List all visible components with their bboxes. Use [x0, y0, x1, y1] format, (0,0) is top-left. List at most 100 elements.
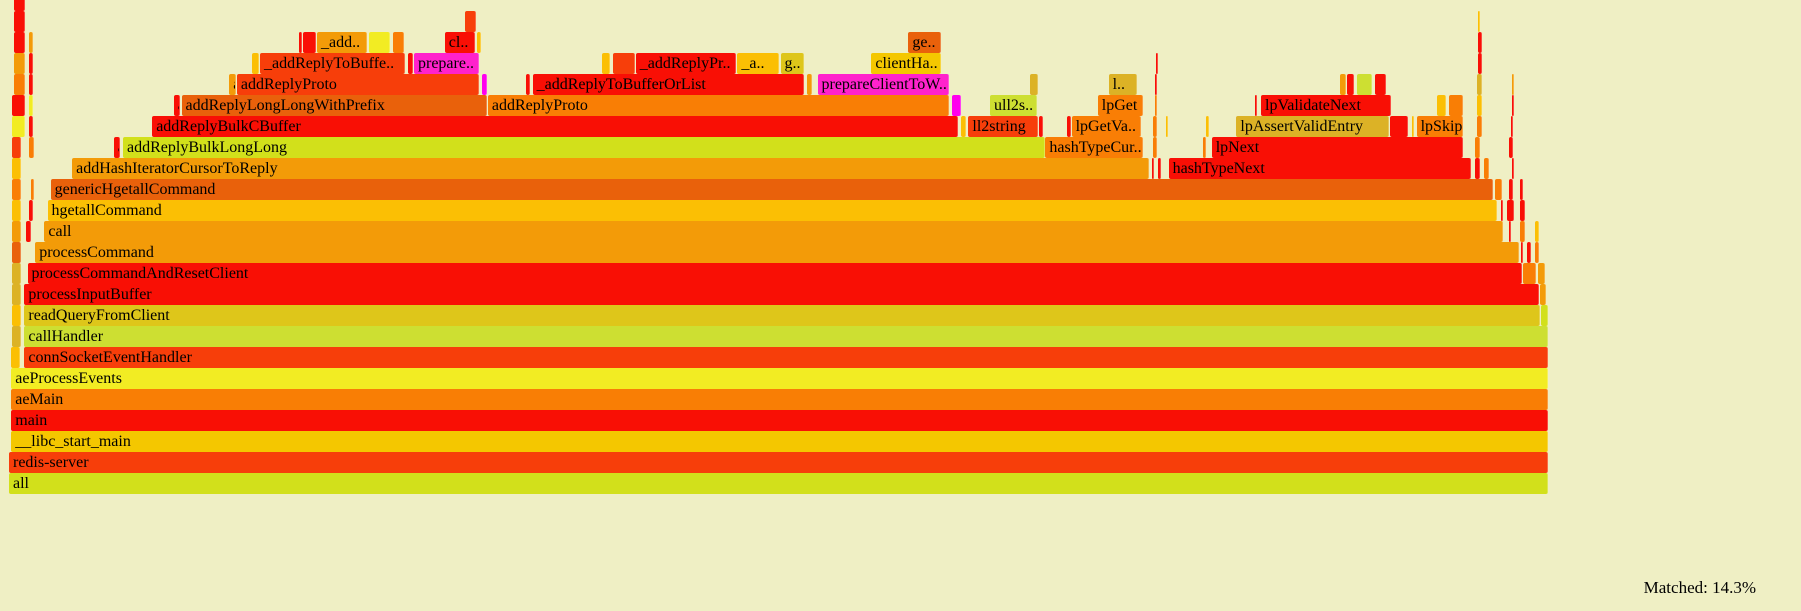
frame-unlabeled[interactable]	[1448, 95, 1464, 116]
frame-unlabeled[interactable]	[1476, 95, 1482, 116]
frame-cl[interactable]: cl..	[444, 32, 475, 53]
frame-addreplylonglongwithprefix[interactable]: addReplyLongLongWithPrefix	[173, 95, 181, 116]
frame-unlabeled[interactable]	[29, 32, 33, 53]
frame-unlabeled[interactable]	[477, 32, 481, 53]
frame-unlabeled[interactable]	[392, 32, 404, 53]
frame-unlabeled[interactable]	[13, 74, 25, 95]
frame-unlabeled[interactable]	[1501, 200, 1504, 221]
frame-unlabeled[interactable]	[407, 53, 414, 74]
frame-unlabeled[interactable]	[1156, 53, 1159, 74]
frame-hashtypecur[interactable]: hashTypeCur..	[1045, 137, 1143, 158]
frame-unlabeled[interactable]	[1039, 116, 1043, 137]
frame-unlabeled[interactable]	[12, 263, 22, 284]
frame-unlabeled[interactable]	[1478, 11, 1481, 32]
frame-unlabeled[interactable]	[12, 200, 22, 221]
frame-unlabeled[interactable]	[1495, 179, 1502, 200]
frame-unlabeled[interactable]	[1519, 200, 1525, 221]
frame-unlabeled[interactable]	[1154, 74, 1157, 95]
frame-libc-start-main[interactable]: __libc_start_main	[11, 431, 1548, 452]
frame-a[interactable]: _a..	[737, 53, 780, 74]
frame-unlabeled[interactable]	[29, 74, 33, 95]
frame-unlabeled[interactable]	[12, 158, 22, 179]
frame-unlabeled[interactable]	[1521, 242, 1524, 263]
frame-unlabeled[interactable]	[1151, 158, 1154, 179]
frame-processinputbuffer[interactable]: processInputBuffer	[24, 284, 1539, 305]
frame-unlabeled[interactable]	[1356, 74, 1373, 95]
frame-unlabeled[interactable]	[1519, 221, 1525, 242]
frame-add[interactable]: _add..	[317, 32, 367, 53]
frame-unlabeled[interactable]	[1541, 305, 1548, 326]
frame-addreplytobuffe[interactable]: _addReplyToBuffe..	[260, 53, 406, 74]
frame-unlabeled[interactable]	[1478, 53, 1482, 74]
frame-unlabeled[interactable]	[1519, 179, 1524, 200]
frame-unlabeled[interactable]	[1476, 116, 1482, 137]
frame-redis-server[interactable]: redis-server	[9, 452, 1548, 473]
frame-unlabeled[interactable]	[1476, 74, 1482, 95]
frame-unlabeled[interactable]	[13, 53, 25, 74]
frame-unlabeled[interactable]	[29, 53, 33, 74]
frame-unlabeled[interactable]	[806, 74, 812, 95]
frame-unlabeled[interactable]	[12, 221, 22, 242]
frame-prepareclienttow[interactable]: prepareClientToW..	[817, 74, 949, 95]
frame-unlabeled[interactable]	[612, 53, 635, 74]
frame-unlabeled[interactable]	[1475, 137, 1481, 158]
frame-unlabeled[interactable]	[1522, 263, 1536, 284]
frame-generichgetallcommand[interactable]: genericHgetallCommand	[50, 179, 1493, 200]
frame-readqueryfromclient[interactable]: readQueryFromClient	[24, 305, 1541, 326]
frame-addreplybulklonglong[interactable]: addReplyBulkLongLong	[113, 137, 121, 158]
frame-unlabeled[interactable]	[1509, 137, 1513, 158]
frame-unlabeled[interactable]	[526, 74, 530, 95]
frame-lpassertvalidentry[interactable]: lpAssertValidEntry	[1236, 116, 1390, 137]
frame-unlabeled[interactable]	[1478, 32, 1482, 53]
frame-unlabeled[interactable]	[12, 305, 22, 326]
frame-unlabeled[interactable]	[464, 11, 477, 32]
frame-unlabeled[interactable]	[29, 95, 33, 116]
frame-unlabeled[interactable]	[1510, 116, 1513, 137]
frame-unlabeled[interactable]	[1436, 95, 1447, 116]
frame-processcommand[interactable]: processCommand	[35, 242, 1519, 263]
frame-unlabeled[interactable]	[1411, 116, 1414, 137]
frame-unlabeled[interactable]	[369, 32, 390, 53]
frame-unlabeled[interactable]	[12, 326, 22, 347]
frame-unlabeled[interactable]	[1153, 116, 1157, 137]
frame-unlabeled[interactable]	[30, 179, 35, 200]
frame-unlabeled[interactable]	[1538, 263, 1545, 284]
frame-ull2s[interactable]: ull2s..	[990, 95, 1037, 116]
frame-lpgetva[interactable]: lpGetVa..	[1071, 116, 1142, 137]
frame-hgetallcommand[interactable]: hgetallCommand	[47, 200, 1498, 221]
frame-addreplylonglongwithprefix[interactable]: addReplyLongLongWithPrefix	[181, 95, 487, 116]
frame-unlabeled[interactable]	[481, 74, 487, 95]
frame-lpvalidatenext[interactable]: lpValidateNext	[1261, 95, 1391, 116]
frame-unlabeled[interactable]	[1509, 221, 1512, 242]
frame-unlabeled[interactable]	[1527, 242, 1531, 263]
frame-unlabeled[interactable]	[1375, 74, 1387, 95]
frame-unlabeled[interactable]	[1165, 116, 1168, 137]
frame-unlabeled[interactable]	[13, 11, 25, 32]
frame-unlabeled[interactable]	[1157, 158, 1162, 179]
frame-addreplyproto[interactable]: addReplyProto	[229, 74, 236, 95]
frame-unlabeled[interactable]	[1254, 95, 1257, 116]
frame-unlabeled[interactable]	[1347, 74, 1354, 95]
frame-addreplybulklonglong[interactable]: addReplyBulkLongLong	[123, 137, 1045, 158]
frame-unlabeled[interactable]	[12, 116, 25, 137]
frame-l[interactable]: l..	[1108, 74, 1137, 95]
frame-call[interactable]: call	[44, 221, 1504, 242]
frame-unlabeled[interactable]	[1154, 95, 1157, 116]
frame-lpskip[interactable]: lpSkip	[1416, 116, 1464, 137]
frame-unlabeled[interactable]	[1509, 179, 1513, 200]
frame-unlabeled[interactable]	[960, 116, 966, 137]
frame-unlabeled[interactable]	[12, 284, 22, 305]
frame-unlabeled[interactable]	[1475, 158, 1481, 179]
frame-unlabeled[interactable]	[1512, 158, 1515, 179]
frame-unlabeled[interactable]	[1535, 242, 1539, 263]
frame-unlabeled[interactable]	[1390, 116, 1408, 137]
frame-unlabeled[interactable]	[1539, 284, 1547, 305]
frame-callhandler[interactable]: callHandler	[24, 326, 1548, 347]
frame-unlabeled[interactable]	[1205, 116, 1210, 137]
frame-unlabeled[interactable]	[12, 242, 22, 263]
frame-unlabeled[interactable]	[303, 32, 316, 53]
frame-ll2string[interactable]: ll2string	[968, 116, 1039, 137]
frame-ge[interactable]: ge..	[908, 32, 942, 53]
frame-unlabeled[interactable]	[29, 200, 33, 221]
frame-unlabeled[interactable]	[29, 137, 35, 158]
